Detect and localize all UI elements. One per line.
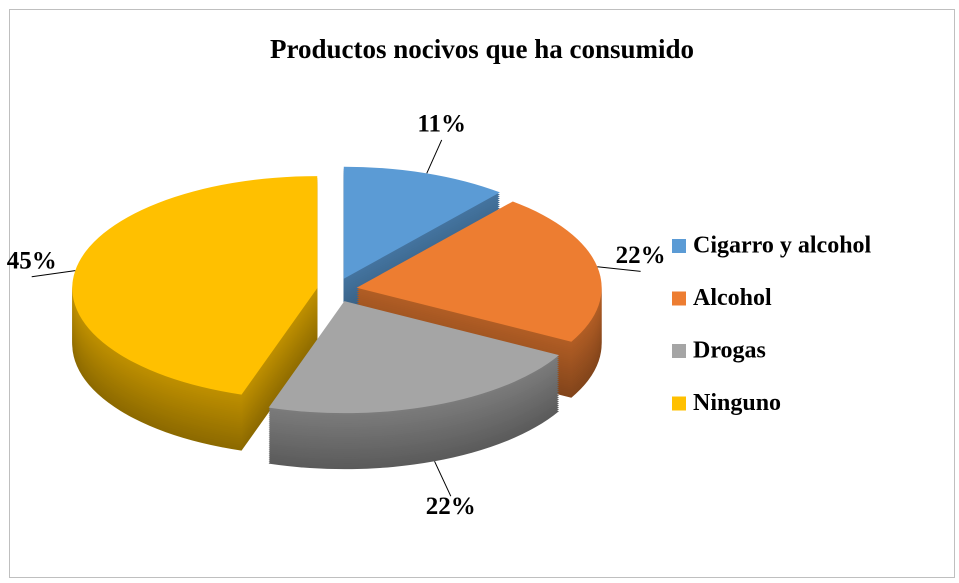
leader-line: [31, 270, 76, 278]
legend-swatch: [672, 396, 686, 411]
chart-title: Productos nocivos que ha consumido: [270, 34, 694, 64]
legend-swatch: [672, 239, 686, 253]
slice: [356, 201, 602, 342]
pie-slice: [268, 301, 560, 470]
legend-label: Alcohol: [693, 285, 772, 311]
pie-slice: [72, 176, 318, 451]
legend-swatch: [672, 291, 686, 306]
data-label: 22%: [426, 493, 476, 520]
slice: [268, 301, 560, 414]
data-label: 22%: [616, 242, 666, 269]
data-label: 45%: [7, 247, 57, 274]
slice: [343, 166, 500, 279]
legend-swatch: [672, 344, 686, 358]
legend-label: Drogas: [693, 338, 766, 364]
leader-line: [434, 461, 452, 497]
legend-label: Ninguno: [693, 390, 781, 416]
data-label: 11%: [417, 111, 466, 138]
slice: [72, 176, 318, 395]
leader-line: [426, 139, 443, 174]
leader-line: [597, 266, 641, 272]
legend-label: Cigarro y alcohol: [693, 233, 872, 259]
